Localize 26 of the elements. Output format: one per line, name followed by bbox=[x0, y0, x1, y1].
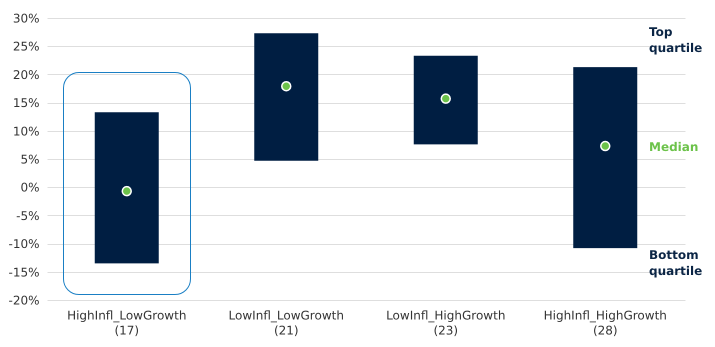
y-tick-label: -20% bbox=[8, 294, 40, 308]
y-tick-label: -10% bbox=[8, 237, 40, 252]
bar bbox=[414, 56, 478, 144]
y-tick-label: 25% bbox=[12, 40, 40, 54]
x-tick-label: LowInfl_HighGrowth (23) bbox=[386, 308, 506, 338]
bar bbox=[573, 67, 638, 248]
annotation: Top quartile bbox=[649, 25, 702, 55]
annotation: Bottom quartile bbox=[649, 248, 702, 278]
y-tick-label: 30% bbox=[12, 12, 40, 26]
y-tick-label: -5% bbox=[16, 208, 40, 223]
x-tick-label: HighInfl_LowGrowth (17) bbox=[67, 308, 186, 338]
x-tick-label: HighInfl_HighGrowth (28) bbox=[544, 308, 667, 338]
annotation: Median bbox=[649, 140, 698, 154]
point bbox=[600, 140, 610, 152]
y-tick-label: 20% bbox=[12, 68, 40, 82]
y-tick-label: 5% bbox=[20, 152, 40, 166]
y-tick-label: 10% bbox=[12, 124, 40, 138]
bar bbox=[94, 112, 159, 264]
point bbox=[122, 186, 132, 196]
point bbox=[440, 93, 451, 104]
y-tick-label: 15% bbox=[12, 96, 40, 110]
y-tick-label: -15% bbox=[8, 265, 40, 280]
bar bbox=[254, 33, 318, 161]
x-tick-label: LowInfl_LowGrowth (21) bbox=[228, 308, 344, 338]
y-tick-label: 0% bbox=[20, 180, 40, 195]
point bbox=[281, 81, 292, 92]
